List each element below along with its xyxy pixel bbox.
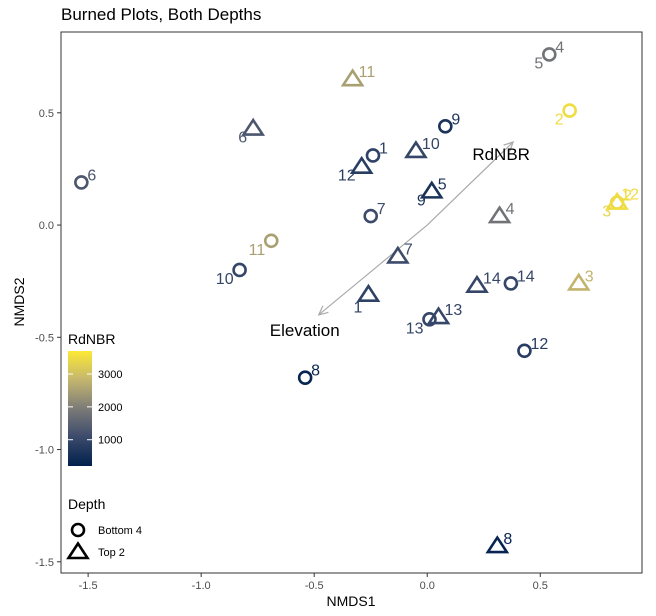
point-label: 1 [379,140,388,157]
top2-point [356,283,381,302]
bottom4-point [517,343,532,359]
point-label: 13 [406,320,424,337]
x-axis-title: NMDS1 [326,593,375,609]
point-label: 7 [377,201,386,218]
data-points [74,47,630,554]
depth-legend: Depth Bottom 4 Top 2 [66,496,142,560]
x-axis: -1.5 -1.0 -0.5 0.0 0.5 [79,573,548,592]
point-label: 12 [530,336,548,353]
y-tick-label: 0.0 [39,220,54,232]
point-label: 2 [623,188,632,205]
bottom4-point [363,208,379,224]
point-label: 3 [602,204,611,221]
point-label: 6 [238,130,247,147]
point-label: 2 [555,112,564,129]
bottom4-point [422,312,437,327]
top2-point [487,205,512,224]
top2-point [340,68,365,87]
point-label: 10 [422,136,440,153]
point-label: 6 [87,167,96,184]
colorbar-legend: RdNBR 1000 2000 3000 [68,331,122,466]
point-label: 8 [311,363,320,380]
y-tick-label: 0.5 [39,108,54,120]
point-label: 8 [503,531,512,548]
vector-arrowhead [503,141,515,152]
vector-label: RdNBR [472,145,530,164]
point-label: 5 [534,55,543,72]
x-tick-label: 0.5 [533,580,548,592]
bottom4-point [438,118,453,134]
point-label: 4 [506,201,515,218]
bottom4-point [562,103,577,118]
bottom4-point [365,148,381,163]
point-label: 7 [404,241,413,258]
point-label: 11 [359,64,376,81]
colorbar-tick-label: 3000 [98,369,122,381]
top2-point [349,155,374,174]
top2-point [465,274,489,293]
point-label: 3 [585,268,594,285]
colorbar-tick-label: 2000 [98,402,122,414]
x-tick-label: 0.0 [420,580,435,592]
env-vectors: RdNBR Elevation [270,141,530,340]
vector-arrow [318,224,428,316]
top2-point [566,272,591,291]
depth-legend-label: Top 2 [98,547,125,559]
colorbar-ticks: 1000 2000 3000 [68,369,122,447]
top2-point [426,306,451,325]
point-label: 12 [621,187,639,204]
point-label: 5 [438,176,447,193]
x-tick-label: -1.5 [79,580,98,592]
vector-label: Elevation [270,321,340,340]
bottom4-point [232,262,247,278]
top2-point [419,180,444,199]
point-label: 11 [249,242,266,259]
top2-point [485,535,510,554]
depth-legend-title: Depth [68,496,105,512]
legend-triangle-icon [66,541,90,560]
bottom4-point [297,370,313,386]
vector-arrowhead [317,305,329,316]
top2-point [404,140,428,159]
point-label: 9 [417,192,426,209]
y-axis-title: NMDS2 [11,277,27,326]
y-axis: -1.5 -1.0 -0.5 0.0 0.5 [35,108,61,569]
top2-point [385,245,410,264]
bottom4-point [74,175,89,190]
point-label: 9 [451,111,460,128]
legend-circle-icon [70,522,86,538]
y-tick-label: -1.0 [35,445,54,457]
point-label: 14 [483,271,501,288]
bottom4-point [542,47,557,62]
bottom4-point [503,276,519,291]
top2-point [241,117,266,136]
y-tick-label: -1.5 [35,557,54,569]
colorbar [68,351,92,466]
depth-legend-entries: Bottom 4 Top 2 [66,522,142,560]
point-label: 4 [555,39,564,56]
point-label: 1 [354,300,363,317]
point-label: 12 [338,168,356,185]
x-tick-label: -0.5 [305,580,324,592]
colorbar-title: RdNBR [68,331,115,347]
plot-panel [60,31,643,574]
x-tick-label: -1.0 [192,580,211,592]
bottom4-point [263,233,279,249]
vector-arrow [426,141,514,226]
colorbar-tick-label: 1000 [98,435,122,447]
point-label: 13 [445,302,463,319]
point-label: 10 [216,271,234,288]
y-tick-label: -0.5 [35,332,54,344]
top2-point [605,191,630,210]
depth-legend-label: Bottom 4 [98,525,142,537]
chart-title: Burned Plots, Both Depths [61,5,261,24]
point-label: 14 [517,268,535,285]
